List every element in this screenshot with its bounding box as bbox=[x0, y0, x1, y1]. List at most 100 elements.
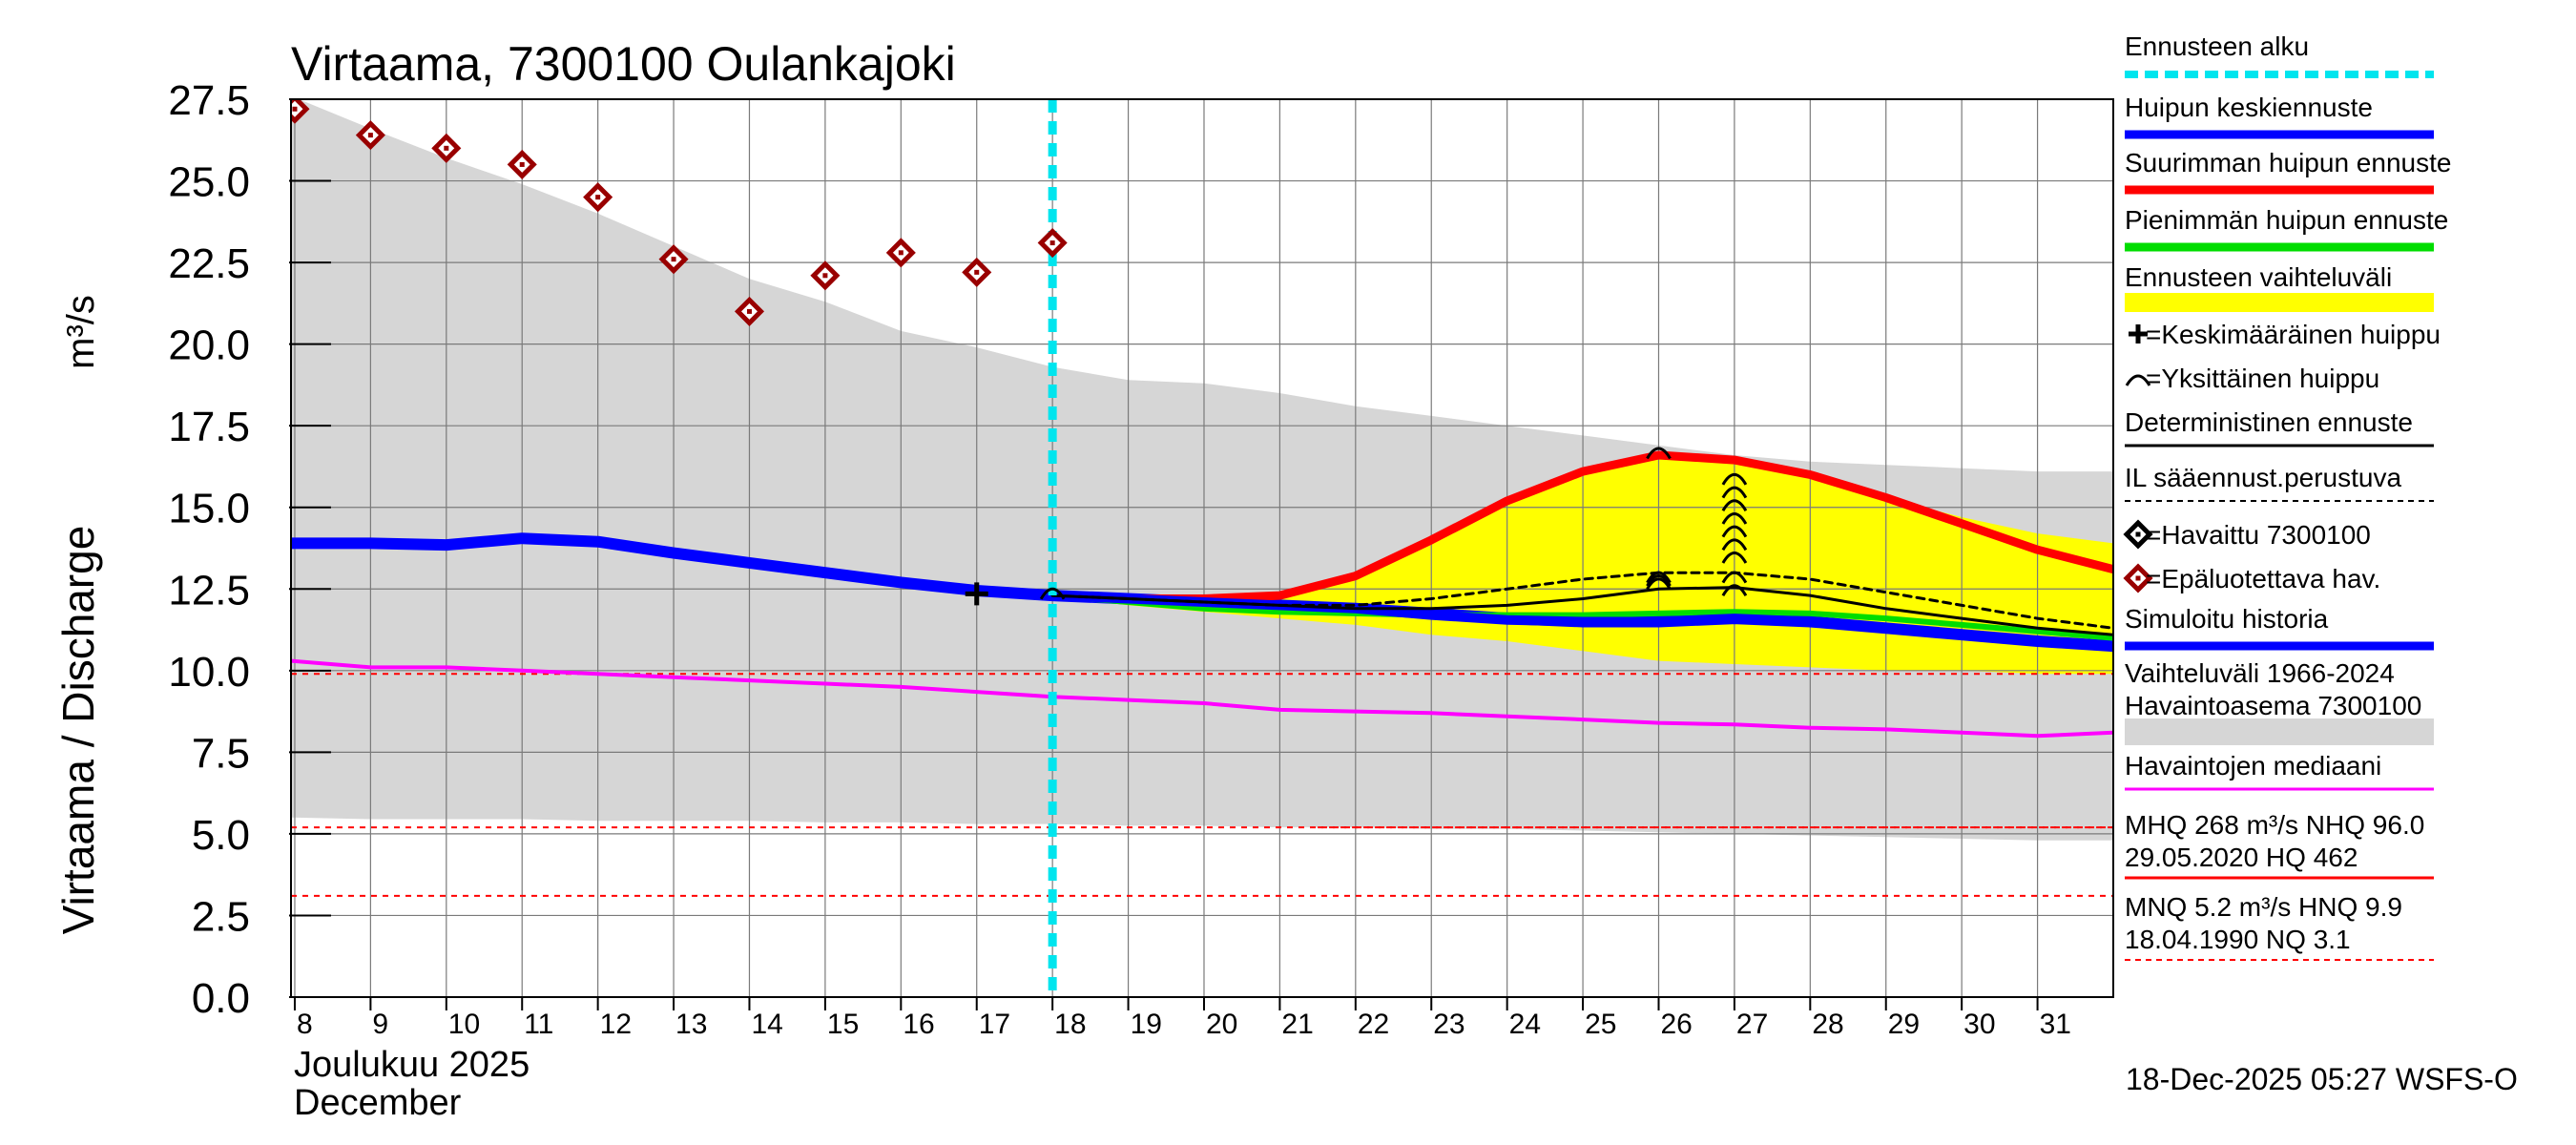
diamond-center bbox=[444, 145, 449, 151]
legend-label: =Havaittu 7300100 bbox=[2146, 520, 2371, 550]
plot-area bbox=[291, 99, 2113, 997]
footer-timestamp: 18-Dec-2025 05:27 WSFS-O bbox=[2126, 1062, 2518, 1096]
unreliable-observation-point bbox=[431, 133, 462, 163]
unreliable-observation-point bbox=[734, 296, 765, 326]
diamond-outline bbox=[291, 99, 310, 124]
unreliable-observation-point bbox=[962, 257, 992, 287]
y-tick-label: 2.5 bbox=[192, 893, 250, 940]
mean-peak-marker bbox=[965, 582, 988, 606]
series-suurimman-huipun-ennuste bbox=[1048, 450, 2113, 603]
month-label-en: December bbox=[294, 1083, 462, 1123]
legend-item-havaintojen-mediaani: Havaintojen mediaani bbox=[2125, 751, 2434, 791]
x-tick-label: 22 bbox=[1358, 1009, 1389, 1040]
y-tick-label: 12.5 bbox=[168, 567, 250, 614]
individual-peak-marker bbox=[1646, 571, 1672, 584]
x-tick-label: 30 bbox=[1963, 1009, 1995, 1040]
individual-peak-marker bbox=[1721, 499, 1748, 512]
x-tick-label: 10 bbox=[448, 1009, 480, 1040]
individual-peak-marker bbox=[1721, 525, 1748, 538]
legend-label: Simuloitu historia bbox=[2125, 604, 2329, 634]
legend-label: MNQ 5.2 m³/s HNQ 9.9 bbox=[2125, 892, 2402, 922]
legend-label: Deterministinen ennuste bbox=[2125, 407, 2413, 437]
diamond-center bbox=[595, 195, 601, 200]
diamond-center bbox=[2135, 531, 2141, 537]
legend-label-secondary: 29.05.2020 HQ 462 bbox=[2125, 843, 2358, 872]
y-tick-label: 27.5 bbox=[168, 77, 250, 124]
legend-item-keskim-r-inen-huippu: =Keskimääräinen huippu bbox=[2129, 320, 2441, 349]
legend-plus-icon bbox=[2129, 324, 2148, 344]
x-tick-label: 31 bbox=[2040, 1009, 2071, 1040]
x-tick-label: 26 bbox=[1660, 1009, 1692, 1040]
legend-item-vaihteluv-li-1966-2024: Vaihteluväli 1966-2024 Havaintoasema 7300… bbox=[2125, 658, 2434, 745]
individual-peak-marker bbox=[1646, 447, 1672, 460]
legend-label: Ennusteen vaihteluväli bbox=[2125, 262, 2392, 292]
y-tick-label: 22.5 bbox=[168, 240, 250, 287]
y-tick-label: 0.0 bbox=[192, 975, 250, 1022]
legend-item-mhq-268-m-s-nhq-96-0: MHQ 268 m³/s NHQ 96.0 29.05.2020 HQ 462 bbox=[2125, 810, 2434, 880]
legend-item-il-s-ennust-perustuva: IL sääennust.perustuva bbox=[2125, 463, 2434, 502]
legend-item-mnq-5-2-m-s-hnq-9-9: MNQ 5.2 m³/s HNQ 9.9 18.04.1990 NQ 3.1 bbox=[2125, 892, 2434, 961]
diamond-center bbox=[822, 273, 828, 279]
x-tick-label: 25 bbox=[1585, 1009, 1616, 1040]
legend-swatch bbox=[2125, 718, 2434, 745]
legend-item-havaittu-7300100: =Havaittu 7300100 bbox=[2123, 519, 2371, 550]
legend-label: Huipun keskiennuste bbox=[2125, 93, 2373, 122]
legend-item-ennusteen-alku: Ennusteen alku bbox=[2125, 31, 2434, 78]
x-tick-label: 27 bbox=[1736, 1009, 1768, 1040]
diamond-center bbox=[746, 308, 752, 314]
legend-swatch bbox=[2125, 293, 2434, 312]
y-tick-label: 10.0 bbox=[168, 649, 250, 696]
individual-peak-marker bbox=[1721, 552, 1748, 564]
unreliable-observation-point bbox=[1037, 228, 1068, 259]
legend-label: Vaihteluväli 1966-2024 bbox=[2125, 658, 2395, 688]
x-tick-label: 16 bbox=[903, 1009, 934, 1040]
chart-title: Virtaama, 7300100 Oulankajoki bbox=[291, 37, 956, 91]
legend-item-suurimman-huipun-ennuste: Suurimman huipun ennuste bbox=[2125, 148, 2451, 195]
diamond-center bbox=[1049, 240, 1055, 246]
unreliable-observation-point bbox=[583, 182, 613, 213]
month-label-fi: Joulukuu 2025 bbox=[294, 1045, 530, 1085]
unreliable-observation-point bbox=[885, 238, 916, 268]
x-tick-label: 15 bbox=[827, 1009, 859, 1040]
legend-diamond-icon bbox=[2123, 563, 2153, 593]
axes: 0.0 2.5 5.0 7.5 10.0 12.5 15.0 17.5 20.0 22.5 25.0… bbox=[168, 77, 2114, 1040]
legend-diamond-icon bbox=[2123, 519, 2153, 550]
x-tick-label: 29 bbox=[1888, 1009, 1920, 1040]
legend-label: MHQ 268 m³/s NHQ 96.0 bbox=[2125, 810, 2424, 840]
legend-label: IL sääennust.perustuva bbox=[2125, 463, 2401, 492]
individual-peak-marker bbox=[1721, 512, 1748, 525]
diamond-center bbox=[974, 269, 980, 275]
legend-item-yksitt-inen-huippu: =Yksittäinen huippu bbox=[2125, 364, 2379, 393]
individual-peak-marker bbox=[1721, 584, 1748, 597]
y-tick-label: 15.0 bbox=[168, 486, 250, 532]
unreliable-observation-point bbox=[658, 244, 689, 275]
y-tick-label: 17.5 bbox=[168, 404, 250, 450]
legend-arc-icon bbox=[2125, 374, 2151, 386]
x-tick-label: 18 bbox=[1054, 1009, 1086, 1040]
individual-peak-marker bbox=[1646, 574, 1672, 587]
plot-frame bbox=[290, 98, 2114, 998]
legend: Ennusteen alku Huipun keskiennuste Suurimm… bbox=[2123, 31, 2451, 961]
diamond-center bbox=[898, 250, 904, 256]
x-tick-label: 12 bbox=[600, 1009, 632, 1040]
legend-label: Pienimmän huipun ennuste bbox=[2125, 205, 2448, 235]
individual-peak-marker bbox=[1646, 577, 1672, 591]
individual-peak-marker bbox=[1721, 472, 1748, 486]
legend-label: Suurimman huipun ennuste bbox=[2125, 148, 2451, 177]
series-pienimm-n-huipun-ennuste bbox=[1049, 593, 2113, 641]
x-tick-label: 28 bbox=[1812, 1009, 1843, 1040]
legend-label-secondary: Havaintoasema 7300100 bbox=[2125, 691, 2421, 720]
legend-item-ennusteen-vaihteluv-li: Ennusteen vaihteluväli bbox=[2125, 262, 2434, 312]
y-tick-label: 7.5 bbox=[192, 730, 250, 777]
x-tick-label: 19 bbox=[1131, 1009, 1162, 1040]
y-tick-label: 25.0 bbox=[168, 159, 250, 206]
individual-peak-marker bbox=[1721, 486, 1748, 499]
x-tick-label: 23 bbox=[1433, 1009, 1465, 1040]
diamond-center bbox=[367, 133, 373, 138]
legend-label-secondary: 18.04.1990 NQ 3.1 bbox=[2125, 925, 2351, 954]
diamond-center bbox=[2135, 575, 2141, 581]
unreliable-observation-point bbox=[355, 120, 385, 151]
unreliable-observation-point bbox=[810, 260, 841, 291]
diamond-center bbox=[671, 257, 676, 262]
